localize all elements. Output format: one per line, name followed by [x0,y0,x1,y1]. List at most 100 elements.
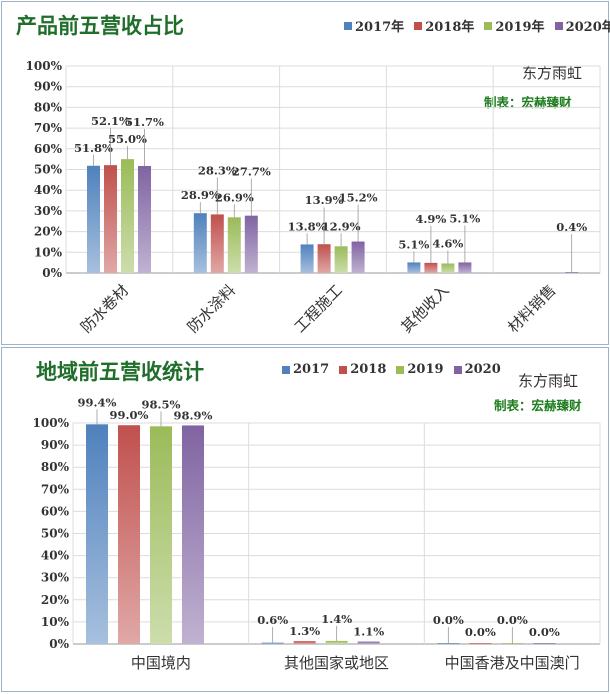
bar [118,425,140,644]
bar [138,165,151,273]
legend-item-2020: 2020 [453,362,501,377]
data-label: 1.1% [353,625,384,639]
data-label: 0.0% [433,613,464,627]
source-label: 东方雨虹 [518,372,579,390]
bar [458,262,472,273]
bar [87,165,100,273]
data-label: 99.4% [78,395,117,409]
y-tick-label: 60% [34,142,63,156]
data-label: 51.8% [74,141,113,155]
bar [104,165,117,273]
x-tick-label: 中国香港及中国澳门 [445,654,580,672]
y-tick-label: 100% [33,416,70,430]
bar [86,424,108,644]
data-label: 28.3% [198,163,237,177]
y-tick-label: 0% [42,266,62,280]
maker-label: 制表：宏赫臻财 [484,95,572,110]
bar [407,262,421,273]
x-tick-label: 工程施工 [291,281,346,336]
source-label: 东方雨虹 [522,64,583,82]
y-tick-label: 70% [34,121,63,135]
data-label: 1.3% [289,624,320,638]
legend: 2017年 2018年 2019年 2020年 [344,16,610,35]
data-label: 98.9% [174,408,213,422]
y-tick-label: 100% [26,59,63,73]
bar [565,272,579,273]
bar [317,244,331,273]
y-tick-label: 10% [41,615,70,629]
y-tick-label: 40% [34,183,63,197]
maker-label: 制表：宏赫臻财 [494,398,582,413]
y-tick-label: 70% [41,482,70,496]
data-label: 15.2% [339,191,378,205]
chart-canvas-products: 0% 10% 20% 30% 40% 50% 60% 70% 80% 90% 100% 51.8% 52… [26,59,601,336]
x-tick-label: 防水涂料 [184,281,239,336]
y-tick-label: 0% [49,637,69,651]
bar [150,426,172,644]
data-label: 5.1% [398,237,429,251]
data-label: 52.1% [91,114,130,128]
data-label: 4.9% [415,212,446,226]
bar [121,159,134,273]
y-tick-label: 40% [41,549,70,563]
y-tick-label: 60% [41,504,70,518]
bar [357,641,380,644]
y-tick-label: 20% [34,225,63,239]
y-tick-label: 90% [41,438,70,452]
chart-title: 产品前五营收占比 [16,13,184,38]
data-label: 0.0% [529,625,560,639]
data-label: 26.9% [215,190,254,204]
y-tick-label: 30% [41,571,70,585]
y-tick-label: 20% [41,593,70,607]
data-label: 12.9% [322,219,361,233]
data-label: 4.6% [432,236,463,250]
bar [533,643,556,644]
chart-panel-regions: 地域前五营收统计 2017 2018 2019 2020 东方雨虹 制表：宏赫臻… [1,347,609,692]
y-tick-label: 30% [34,204,63,218]
bar [325,640,348,644]
legend-item-2019: 2019年 [484,16,545,35]
bar [441,263,455,273]
y-tick-label: 10% [34,245,63,259]
y-tick-label: 50% [34,163,63,177]
x-tick-label: 中国境内 [131,654,191,672]
data-label: 0.0% [497,613,528,627]
bar [193,213,207,273]
bar [300,244,314,273]
data-label: 98.5% [142,397,181,411]
y-tick-label: 80% [41,460,70,474]
legend: 2017 2018 2019 2020 [282,362,501,377]
data-label: 5.1% [449,211,480,225]
y-tick-label: 90% [34,80,63,94]
bar [261,642,284,644]
bar [469,643,492,644]
y-tick-label: 50% [41,527,70,541]
bar [210,214,224,273]
data-label: 0.4% [556,220,587,234]
legend-item-2018: 2018 [339,362,386,377]
chart-canvas-regions: 0% 10% 20% 30% 40% 50% 60% 70% 80% 90% 100% 99.4%99… [33,395,601,672]
legend-item-2018: 2018年 [414,16,474,35]
y-tick-label: 80% [34,100,63,114]
x-tick-label: 其他收入 [397,281,452,336]
chart-panel-products: 产品前五营收占比 2017年 2018年 2019年 2020年 东方雨虹 制表… [1,1,610,345]
legend-item-2017: 2017 [282,362,329,377]
bar [293,641,316,644]
data-label: 13.9% [305,193,344,207]
data-label: 27.7% [232,165,271,179]
bar [424,262,438,273]
data-label: 1.4% [321,612,352,626]
data-label: 51.7% [125,115,164,129]
data-label: 13.8% [288,219,327,233]
chart-title: 地域前五营收统计 [36,359,204,384]
bar [244,215,258,273]
bar [182,425,204,644]
legend-item-2017: 2017年 [344,16,404,35]
x-tick-label: 材料销售 [504,281,559,336]
bar [227,217,241,273]
data-label: 99.0% [110,408,149,422]
legend-item-2019: 2019 [396,362,444,377]
x-tick-label: 其他国家或地区 [284,654,389,672]
legend-item-2020: 2020年 [554,16,610,35]
data-label: 28.9% [181,188,220,202]
